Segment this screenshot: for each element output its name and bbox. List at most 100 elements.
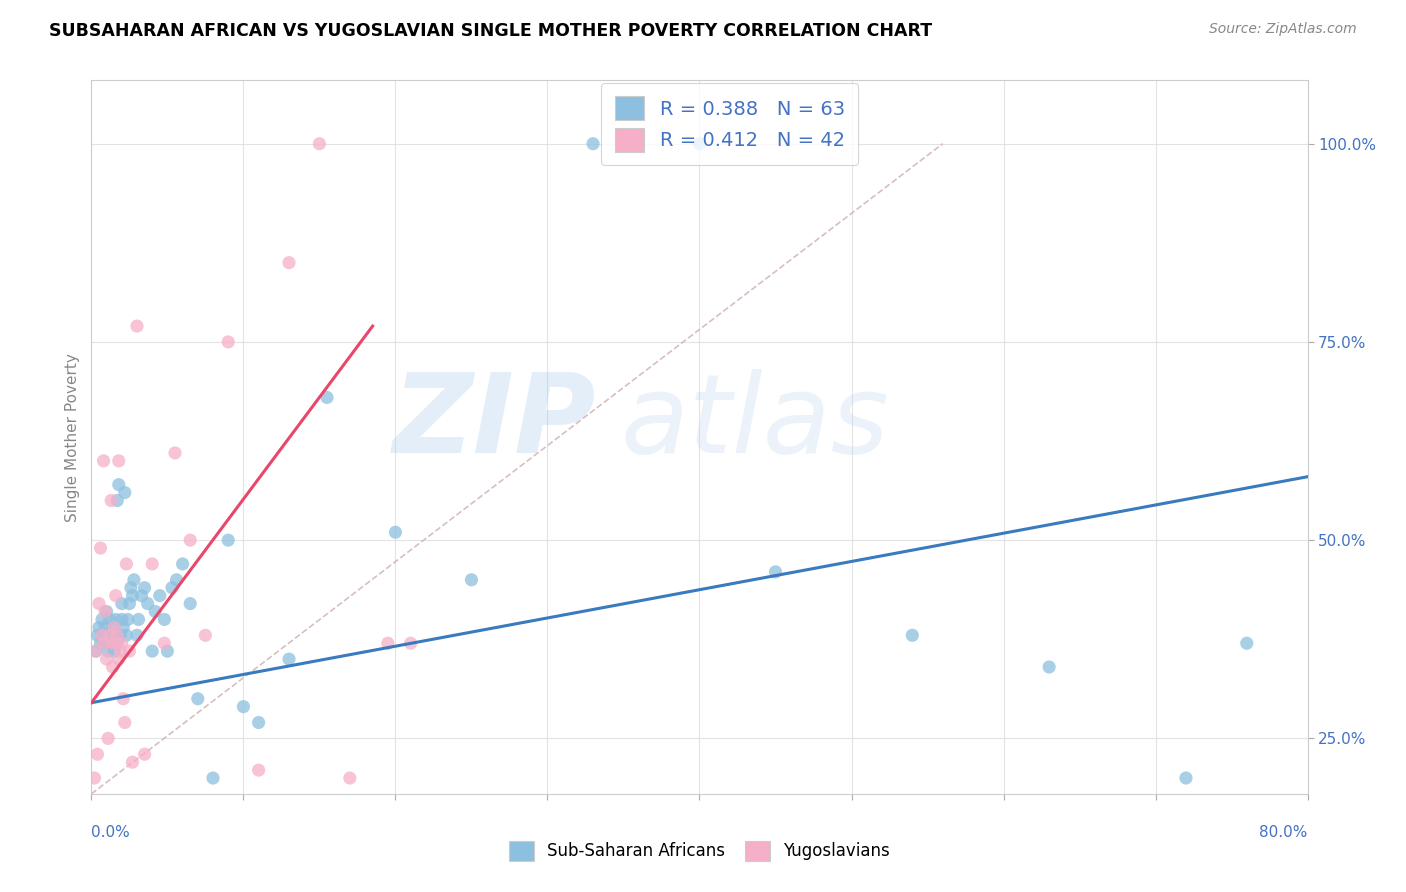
Point [688,136,710,151]
Point [107,477,129,491]
Point [153,612,176,626]
Point [141,644,163,658]
Point [115,628,138,642]
Text: atlas: atlas [620,369,889,476]
Point [121,755,143,769]
Point [217,533,239,548]
Point [217,334,239,349]
Point [901,628,924,642]
Point [93,454,115,468]
Point [107,454,129,468]
Point [136,597,159,611]
Point [460,573,482,587]
Point [96,605,118,619]
Point [100,636,122,650]
Point [89,636,111,650]
Point [87,620,110,634]
Point [105,493,128,508]
Point [232,699,254,714]
Point [118,644,141,658]
Point [105,628,128,642]
Point [101,620,124,634]
Point [96,652,118,666]
Point [112,691,135,706]
Point [153,636,176,650]
Point [166,573,188,587]
Point [86,747,108,762]
Point [125,319,148,334]
Point [339,771,361,785]
Point [377,636,399,650]
Point [247,715,270,730]
Point [111,636,134,650]
Point [582,136,605,151]
Point [91,628,114,642]
Point [98,612,121,626]
Point [247,763,270,777]
Point [101,660,124,674]
Point [399,636,422,650]
Point [202,771,225,785]
Point [104,589,127,603]
Point [94,605,117,619]
Point [110,628,132,642]
Y-axis label: Single Mother Poverty: Single Mother Poverty [65,352,80,522]
Point [172,557,194,571]
Point [103,644,125,658]
Text: ZIP: ZIP [392,369,596,476]
Point [765,565,787,579]
Point [179,533,201,548]
Point [104,612,127,626]
Text: Source: ZipAtlas.com: Source: ZipAtlas.com [1209,22,1357,37]
Point [83,771,105,785]
Point [278,652,301,666]
Point [1038,660,1060,674]
Point [160,581,183,595]
Point [96,628,118,642]
Point [187,691,209,706]
Point [111,597,134,611]
Point [179,597,201,611]
Point [114,485,136,500]
Point [114,715,136,730]
Point [98,628,121,642]
Point [121,589,143,603]
Point [84,644,107,658]
Point [134,747,156,762]
Point [118,597,141,611]
Point [112,620,135,634]
Point [84,644,107,658]
Legend: Sub-Saharan Africans, Yugoslavians: Sub-Saharan Africans, Yugoslavians [502,834,897,868]
Point [103,628,125,642]
Point [93,636,115,650]
Point [104,628,127,642]
Point [316,391,339,405]
Point [122,573,145,587]
Point [143,605,166,619]
Point [91,628,114,642]
Point [104,636,127,650]
Point [110,644,132,658]
Point [91,612,114,626]
Point [97,644,120,658]
Point [1236,636,1258,650]
Point [100,636,122,650]
Point [111,612,134,626]
Point [107,652,129,666]
Point [278,255,301,269]
Point [128,612,150,626]
Point [89,541,111,555]
Point [384,525,406,540]
Point [125,628,148,642]
Text: 80.0%: 80.0% [1260,825,1308,840]
Point [131,589,153,603]
Point [163,446,186,460]
Point [1174,771,1197,785]
Point [100,493,122,508]
Text: 0.0%: 0.0% [91,825,131,840]
Point [94,620,117,634]
Point [134,581,156,595]
Point [86,628,108,642]
Text: SUBSAHARAN AFRICAN VS YUGOSLAVIAN SINGLE MOTHER POVERTY CORRELATION CHART: SUBSAHARAN AFRICAN VS YUGOSLAVIAN SINGLE… [49,22,932,40]
Point [141,557,163,571]
